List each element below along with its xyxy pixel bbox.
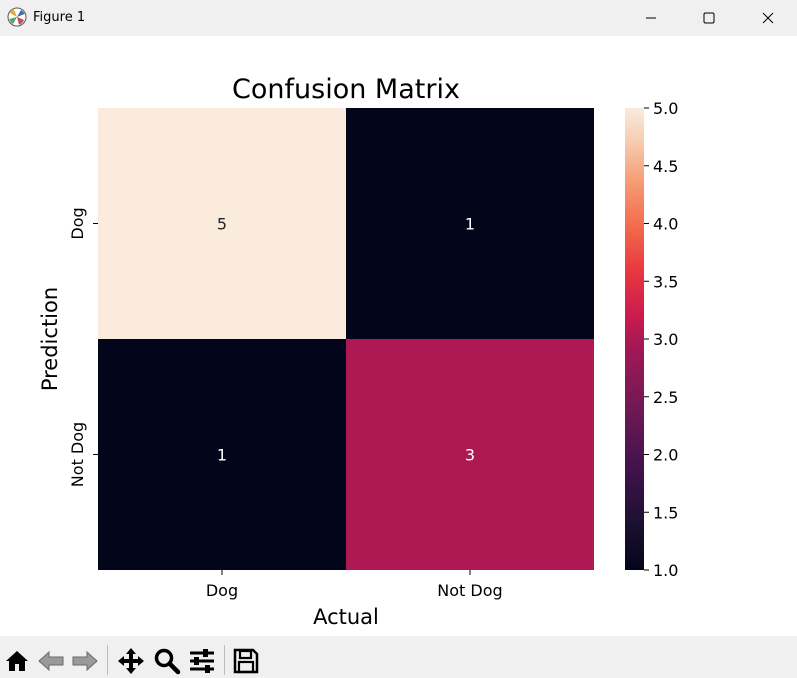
cell-annotation: 1 xyxy=(217,446,227,465)
colorbar-tick-label: 2.5 xyxy=(653,388,678,407)
save-button[interactable] xyxy=(232,647,260,675)
x-tick-label: Dog xyxy=(206,581,238,600)
forward-arrow-icon xyxy=(72,650,98,672)
maximize-icon xyxy=(703,12,715,24)
x-tick-label: Not Dog xyxy=(437,581,502,600)
heatmap-cell-labels: 5 1 1 3 xyxy=(217,215,475,465)
home-button[interactable] xyxy=(3,647,31,675)
matplotlib-logo-icon xyxy=(7,7,27,27)
colorbar-tick-label: 4.0 xyxy=(653,215,678,234)
window-title: Figure 1 xyxy=(33,10,86,25)
close-icon xyxy=(762,12,774,24)
colorbar-ticks: 1.0 1.5 2.0 2.5 3.0 3.5 4.0 4.5 5.0 xyxy=(644,99,678,580)
colorbar-tick-label: 2.0 xyxy=(653,446,678,465)
pan-move-icon xyxy=(118,648,144,674)
heatmap-cell xyxy=(346,108,594,339)
home-icon xyxy=(6,651,28,671)
colorbar-tick-label: 3.0 xyxy=(653,330,678,349)
colorbar-tick-label: 1.5 xyxy=(653,503,678,522)
colorbar xyxy=(625,108,644,570)
chart-title: Confusion Matrix xyxy=(232,74,460,105)
figure-canvas: Confusion Matrix 5 1 1 3 Dog Not Dog Dog Not … xyxy=(0,36,797,636)
cell-annotation: 3 xyxy=(465,446,475,465)
confusion-matrix-heatmap: Confusion Matrix 5 1 1 3 Dog Not Dog Dog Not … xyxy=(38,74,678,629)
colorbar-tick-label: 3.5 xyxy=(653,272,678,291)
toolbar-separator xyxy=(107,645,108,675)
configure-subplots-icon xyxy=(190,649,214,673)
close-button[interactable] xyxy=(739,0,797,36)
heatmap-cell xyxy=(98,108,346,339)
back-button[interactable] xyxy=(37,647,65,675)
toolbar-separator xyxy=(224,645,225,675)
heatmap-cells xyxy=(98,108,594,570)
heatmap-cell xyxy=(346,339,594,570)
save-floppy-icon xyxy=(233,648,259,674)
zoom-magnifier-icon xyxy=(154,648,181,675)
forward-button[interactable] xyxy=(71,647,99,675)
y-tick-label: Dog xyxy=(68,207,87,239)
colorbar-tick-label: 5.0 xyxy=(653,99,678,118)
back-arrow-icon xyxy=(38,650,64,672)
heatmap-cell xyxy=(98,339,346,570)
x-axis-ticks: Dog Not Dog xyxy=(206,570,503,600)
configure-subplots-button[interactable] xyxy=(188,647,216,675)
cell-annotation: 1 xyxy=(465,215,475,234)
window-titlebar: Figure 1 xyxy=(0,0,797,36)
x-axis-label: Actual xyxy=(313,605,379,629)
zoom-button[interactable] xyxy=(153,647,181,675)
y-tick-label: Not Dog xyxy=(68,422,87,487)
pan-button[interactable] xyxy=(117,647,145,675)
minimize-button[interactable] xyxy=(622,0,680,36)
maximize-button[interactable] xyxy=(680,0,738,36)
colorbar-tick-label: 4.5 xyxy=(653,157,678,176)
minimize-icon xyxy=(646,17,656,19)
colorbar-tick-label: 1.0 xyxy=(653,561,678,580)
y-axis-ticks: Dog Not Dog xyxy=(68,207,98,487)
y-axis-label: Prediction xyxy=(38,287,62,391)
cell-annotation: 5 xyxy=(217,215,227,234)
